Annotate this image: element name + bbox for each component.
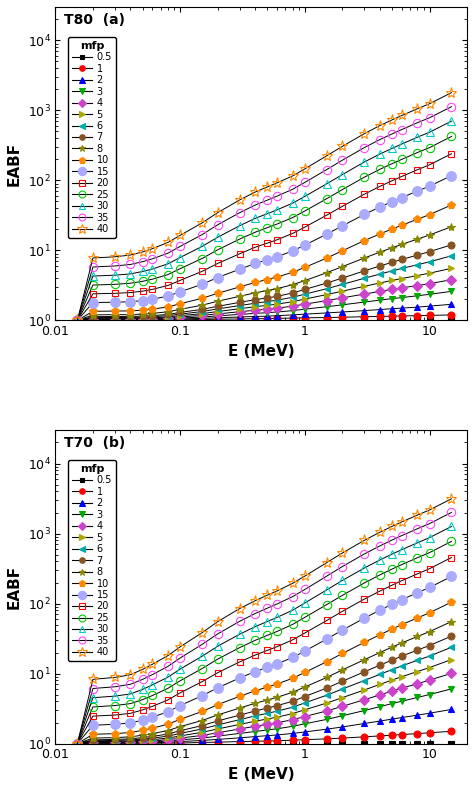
Legend: 0.5, 1, 2, 3, 4, 5, 6, 7, 8, 10, 15, 20, 25, 30, 35, 40: 0.5, 1, 2, 3, 4, 5, 6, 7, 8, 10, 15, 20,…: [68, 460, 116, 661]
X-axis label: E (MeV): E (MeV): [228, 344, 294, 359]
X-axis label: E (MeV): E (MeV): [228, 767, 294, 782]
Y-axis label: EABF: EABF: [7, 141, 22, 185]
Y-axis label: EABF: EABF: [7, 565, 22, 609]
Text: T70  (b): T70 (b): [64, 436, 125, 451]
Text: T80  (a): T80 (a): [64, 13, 125, 27]
Legend: 0.5, 1, 2, 3, 4, 5, 6, 7, 8, 10, 15, 20, 25, 30, 35, 40: 0.5, 1, 2, 3, 4, 5, 6, 7, 8, 10, 15, 20,…: [68, 37, 116, 238]
